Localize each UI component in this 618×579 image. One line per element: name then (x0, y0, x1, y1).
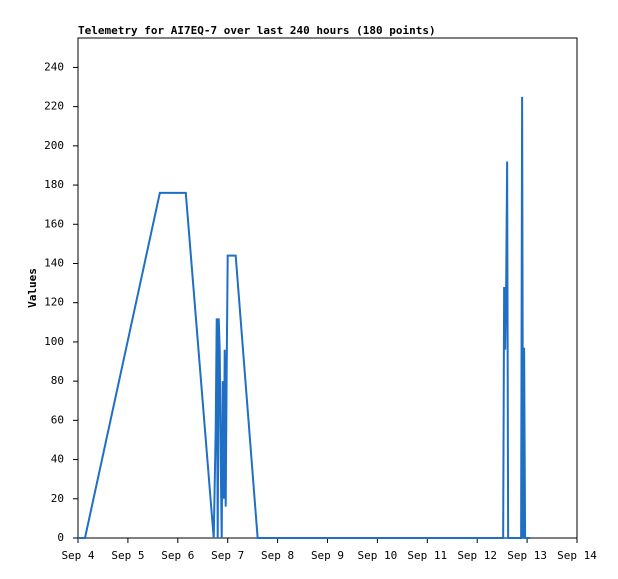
x-tick-label: Sep 4 (61, 549, 94, 562)
y-tick-label: 80 (51, 374, 64, 387)
y-tick-label: 160 (44, 217, 64, 230)
x-tick-label: Sep 14 (557, 549, 597, 562)
x-tick-label: Sep 13 (507, 549, 547, 562)
y-tick-label: 180 (44, 178, 64, 191)
x-tick-label: Sep 8 (261, 549, 294, 562)
y-tick-label: 40 (51, 453, 64, 466)
x-tick-label: Sep 10 (358, 549, 398, 562)
y-tick-label: 120 (44, 296, 64, 309)
y-tick-label: 100 (44, 335, 64, 348)
x-tick-label: Sep 12 (457, 549, 497, 562)
y-tick-label: 140 (44, 256, 64, 269)
y-tick-label: 20 (51, 492, 64, 505)
x-tick-label: Sep 9 (311, 549, 344, 562)
x-tick-label: Sep 6 (161, 549, 194, 562)
x-tick-label: Sep 11 (407, 549, 447, 562)
data-line (78, 96, 531, 539)
x-tick-label: Sep 5 (111, 549, 144, 562)
y-tick-label: 240 (44, 60, 64, 73)
plot-frame (77, 37, 578, 539)
y-tick-label: 220 (44, 100, 64, 113)
x-tick-label: Sep 7 (211, 549, 244, 562)
chart-title: Telemetry for AI7EQ-7 over last 240 hour… (78, 24, 436, 37)
y-tick-label: 0 (57, 531, 64, 544)
y-tick-label: 60 (51, 413, 64, 426)
y-tick-label: 200 (44, 139, 64, 152)
y-axis-label: Values (26, 268, 39, 308)
